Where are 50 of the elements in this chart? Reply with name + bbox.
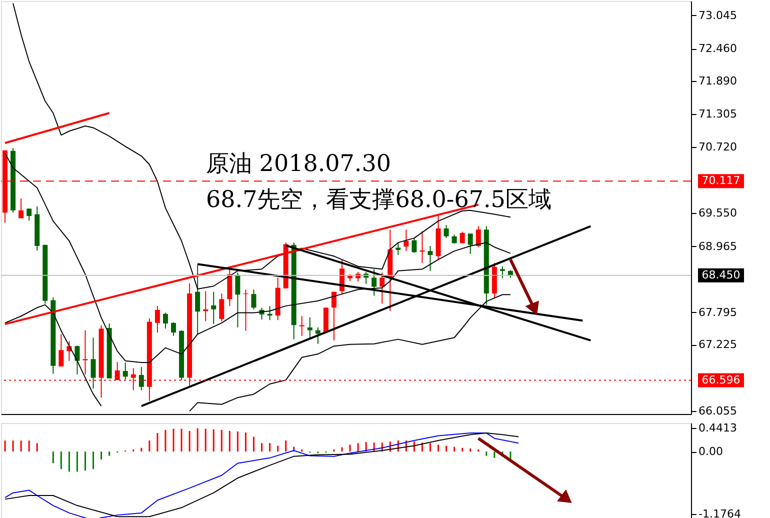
ref-line-label: 68.450 <box>702 268 740 282</box>
candlestick <box>26 208 32 222</box>
y-tick-label: -1.1764 <box>698 507 741 518</box>
line-series <box>4 304 102 407</box>
candlestick <box>195 264 200 335</box>
candlestick <box>396 242 401 256</box>
ref-line-label: 66.596 <box>702 373 740 386</box>
y-tick-label: 72.460 <box>698 42 737 56</box>
candlestick <box>444 224 449 239</box>
candlestick <box>380 272 385 304</box>
y-tick-label: 69.550 <box>698 206 737 220</box>
candlestick <box>404 229 409 252</box>
candlestick <box>476 226 481 248</box>
candlestick <box>58 334 64 367</box>
candlestick <box>372 268 377 296</box>
candlestick <box>331 291 336 341</box>
candlestick <box>299 316 304 336</box>
candlestick <box>251 289 256 310</box>
y-tick-label: 73.045 <box>698 8 737 22</box>
candlestick <box>412 238 417 254</box>
candlestick <box>171 322 176 336</box>
y-tick-label: 67.225 <box>698 338 737 352</box>
y-tick-label: 68.965 <box>698 240 737 253</box>
y-tick-label: 71.305 <box>698 107 737 120</box>
candlestick <box>162 312 168 330</box>
candlestick <box>211 291 216 325</box>
candlestick <box>428 245 433 272</box>
candlestick <box>90 337 96 390</box>
y-tick-label: 0.00 <box>698 445 723 458</box>
annotation: 原油 2018.07.30 <box>206 151 391 177</box>
candlestick <box>243 289 248 332</box>
y-tick-label: 71.890 <box>698 74 737 88</box>
ref-line-label: 70.117 <box>702 174 740 188</box>
y-tick-label: 70.720 <box>698 140 737 154</box>
candlestick <box>122 362 128 380</box>
candlestick <box>500 266 505 279</box>
candlestick <box>154 305 160 334</box>
candlestick <box>235 272 240 328</box>
candlestick <box>18 198 24 219</box>
annotation: 68.7先空，看支撑68.0-67.5区域 <box>206 187 552 213</box>
candlestick <box>219 292 224 322</box>
candlestick <box>74 345 80 375</box>
candlestick <box>82 330 88 375</box>
candlestick <box>452 234 457 244</box>
y-tick-label: 0.4413 <box>698 422 737 435</box>
candlestick <box>468 233 473 254</box>
candlestick <box>307 316 312 338</box>
y-tick-label: 66.055 <box>698 404 737 418</box>
candlestick <box>138 366 144 391</box>
y-tick-label: 67.795 <box>698 306 737 319</box>
